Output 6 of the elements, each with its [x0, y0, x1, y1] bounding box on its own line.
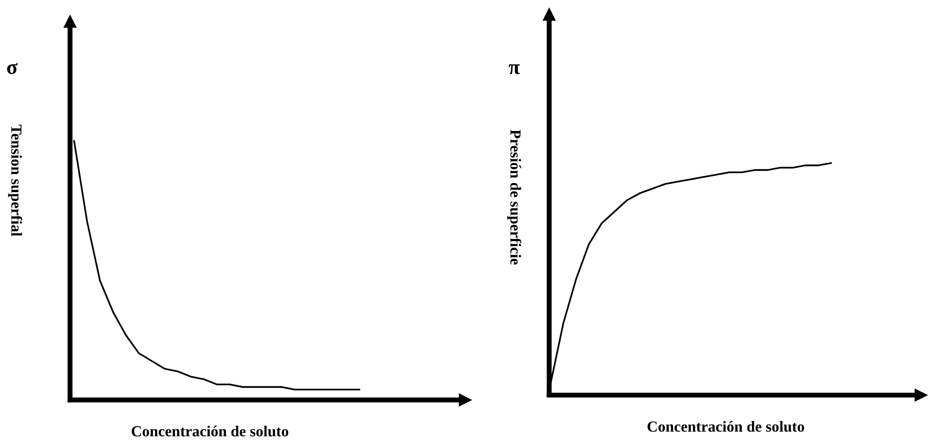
text: π: [508, 64, 520, 74]
y-axis-title: Tension superfial: [8, 124, 22, 236]
x-axis-title: Concentración de soluto: [648, 420, 804, 432]
y-axis-title: Presión de superficie: [507, 130, 522, 265]
x-axis-title: Concentración de soluto: [132, 426, 288, 436]
text: σ: [7, 63, 18, 74]
